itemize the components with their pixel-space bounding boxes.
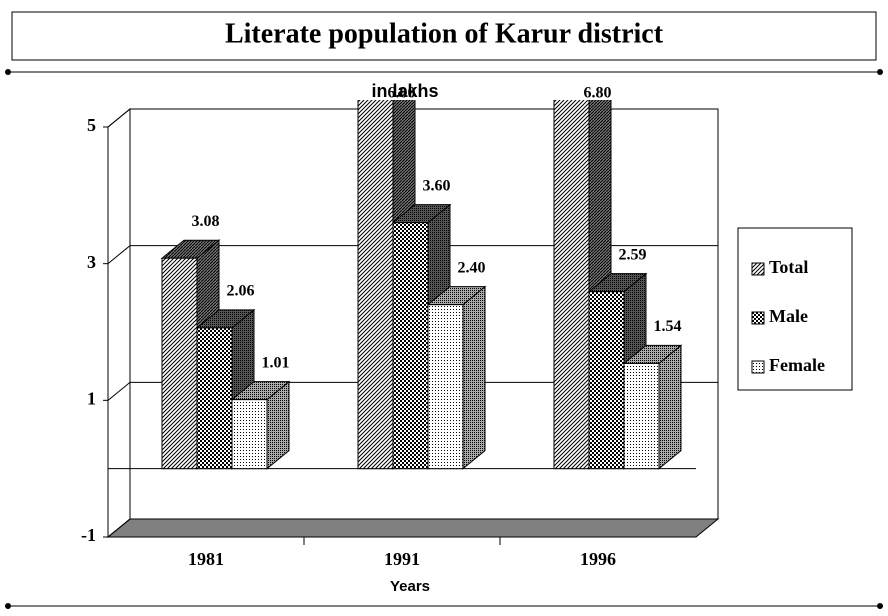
grid-line [107,518,718,538]
data-label: 6.00 [388,85,416,102]
data-label: 3.60 [423,177,451,194]
grid-line [107,381,718,401]
floor [106,518,720,538]
data-label: 1.54 [654,318,682,335]
chart-title: Literate population of Karur district [225,18,664,49]
bar [357,100,394,470]
x-axis-title: Years [390,578,430,595]
data-label: 2.06 [227,283,255,300]
title-box [11,11,877,61]
legend-label: Female [769,355,825,375]
y-tick-label: -1 [81,525,96,545]
subtitle: in lakhs [371,81,438,101]
divider-dot [877,69,883,75]
bar [231,399,268,470]
grid-line [107,245,718,265]
bar-top [554,0,611,4]
legend-swatch [751,262,765,276]
bar-side [658,344,682,470]
divider-dot [877,603,883,609]
bar [623,362,660,470]
divider-dot [5,69,11,75]
grid-line [107,108,718,128]
legend-label: Total [769,257,808,277]
data-label: 3.08 [192,213,220,230]
legend-swatch [751,360,765,374]
x-tick-label: 1996 [580,549,616,569]
x-tick-label: 1991 [384,549,420,569]
divider-dot [5,603,11,609]
y-tick-label: 5 [87,115,96,135]
data-label: 2.59 [619,246,647,263]
bar-side [462,285,486,470]
bar [392,222,429,470]
plot-area [160,0,683,470]
bar [196,327,233,470]
data-label: 1.01 [262,354,290,371]
y-tick-label: 1 [87,388,96,408]
bar [553,100,590,470]
legend-label: Male [769,306,808,326]
y-tick-label: 3 [87,252,96,272]
x-tick-label: 1981 [188,549,224,569]
bar [588,291,625,470]
bar [427,304,464,470]
bar [161,257,198,470]
side-wall [107,107,131,539]
legend-swatch [751,311,765,325]
data-label: 6.80 [584,85,612,102]
data-label: 2.40 [458,259,486,276]
